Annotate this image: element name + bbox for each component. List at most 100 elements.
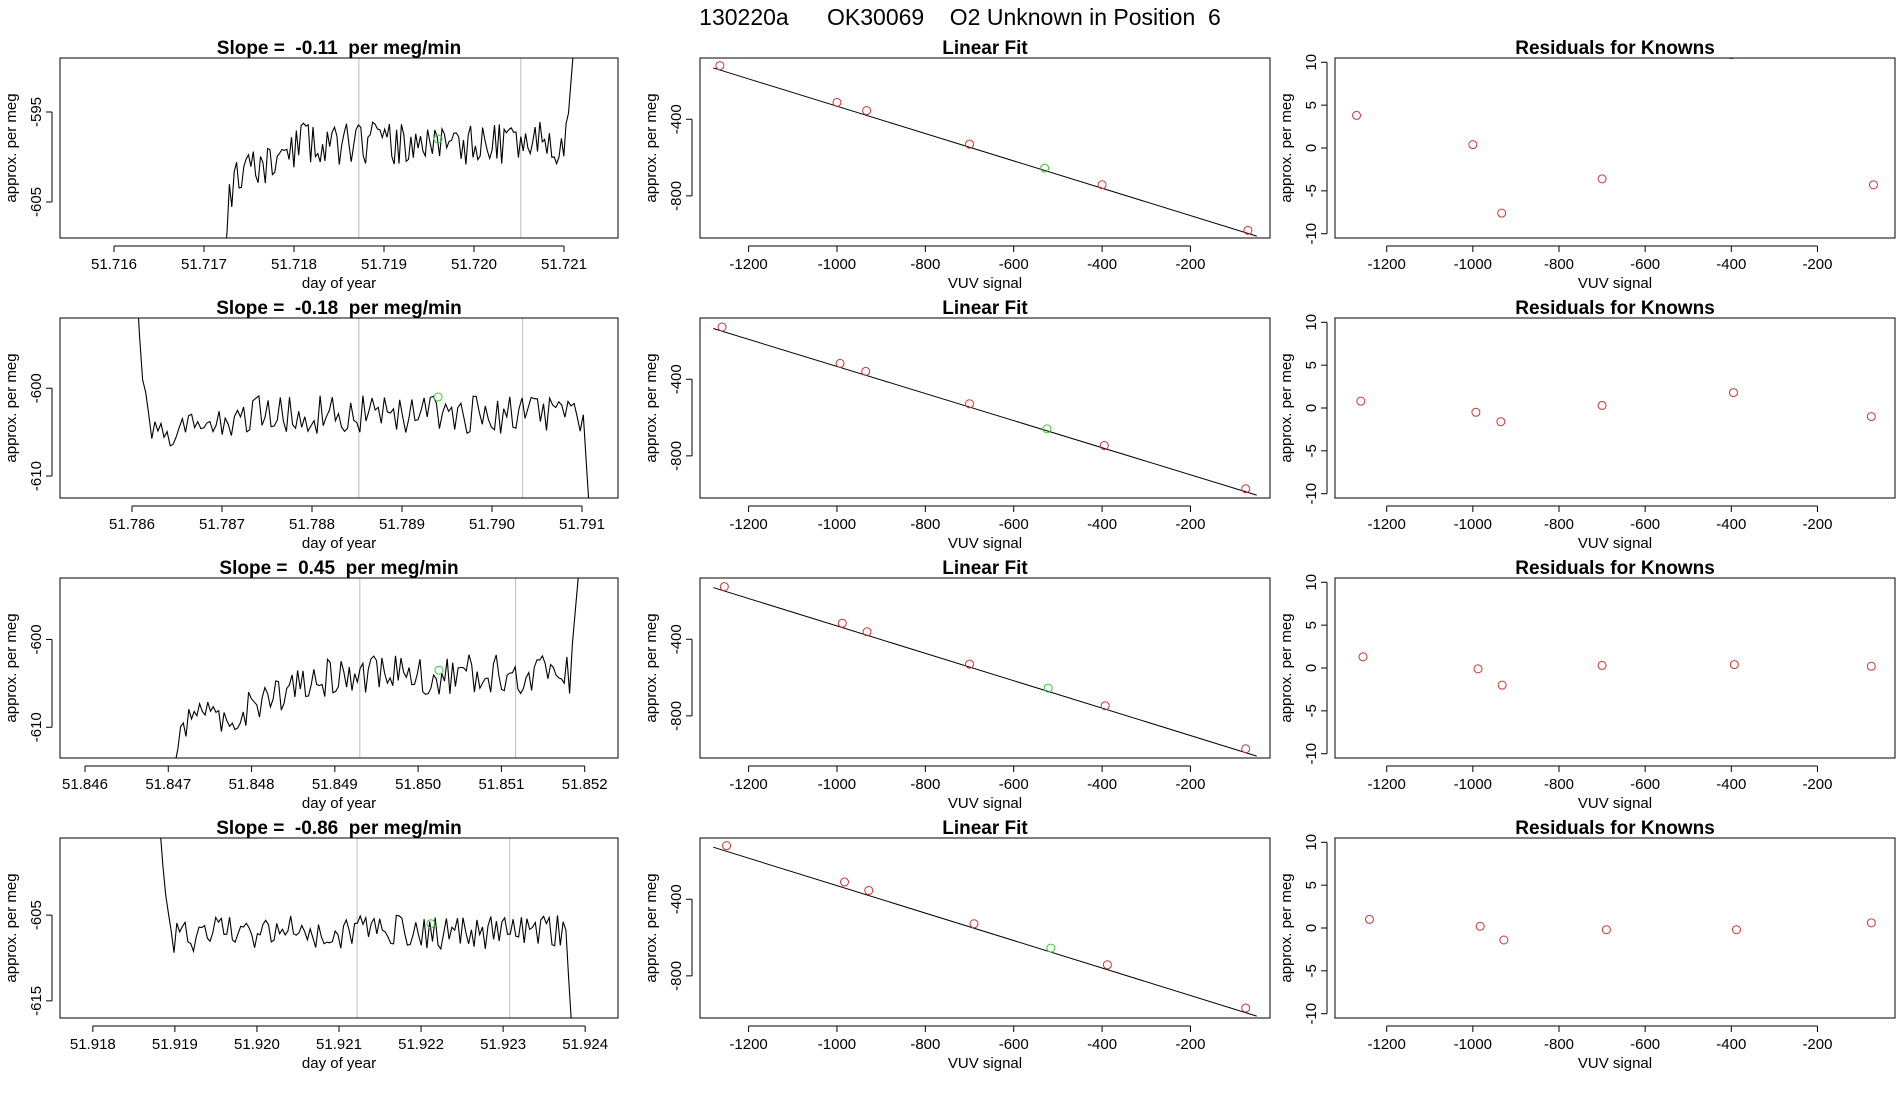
y-tick-label: -600 <box>28 624 45 654</box>
known-point <box>862 627 872 637</box>
panel-title: Linear Fit <box>942 558 1028 579</box>
x-tick-label: 51.720 <box>451 256 497 273</box>
plot-area <box>137 318 590 498</box>
x-tick-label: -1000 <box>1454 516 1492 533</box>
known-point <box>1597 660 1607 670</box>
known-point <box>1468 140 1478 150</box>
panel-title: Slope = 0.45 per meg/min <box>219 558 458 579</box>
x-axis-label: VUV signal <box>1578 275 1652 292</box>
known-point <box>1729 660 1739 670</box>
plot-frame <box>59 837 619 1019</box>
chart-grid: Slope = -0.11 per meg/min 51.716 51.717 51.… <box>3 38 1896 1072</box>
x-tick-label: 51.920 <box>234 1036 280 1053</box>
x-tick-label: -1200 <box>729 256 767 273</box>
x-axis-label: day of year <box>302 275 376 292</box>
x-tick-label: -600 <box>999 516 1029 533</box>
plot-frame <box>1334 837 1896 1019</box>
y-axis-label: approx. per meg <box>3 613 20 722</box>
y-tick-label: -400 <box>668 104 685 134</box>
panel-r2-c3: Residuals for Knowns -1200 -1000 -800 -600 -4… <box>1278 298 1896 552</box>
known-point <box>969 919 979 929</box>
known-point <box>965 139 975 149</box>
x-tick-label: 51.850 <box>395 776 441 793</box>
plot-frame <box>59 577 619 759</box>
y-axis-label: approx. per meg <box>3 353 20 462</box>
panel-title: Linear Fit <box>942 38 1028 59</box>
y-axis-label: approx. per meg <box>643 873 660 982</box>
x-tick-label: -1200 <box>1368 776 1406 793</box>
y-tick-label: -400 <box>668 364 685 394</box>
panel-r4-c3: Residuals for Knowns -1200 -1000 -800 -600 -4… <box>1278 818 1896 1072</box>
known-point <box>1866 918 1876 928</box>
x-tick-label: -1200 <box>729 516 767 533</box>
x-tick-label: -1000 <box>818 776 856 793</box>
y-tick-label: -800 <box>668 181 685 211</box>
y-tick-label: 10 <box>1303 54 1320 71</box>
panel-r3-c1: Slope = 0.45 per meg/min 51.846 51.847 51.8… <box>3 558 619 812</box>
known-point <box>1499 935 1509 945</box>
unknown-point <box>1043 683 1053 693</box>
x-tick-label: 51.721 <box>541 256 587 273</box>
x-tick-label: -200 <box>1802 516 1832 533</box>
panel-r3-c3: Residuals for Knowns -1200 -1000 -800 -600 -4… <box>1278 558 1896 812</box>
known-point <box>1356 396 1366 406</box>
known-point <box>715 61 725 71</box>
x-tick-label: -1200 <box>1368 516 1406 533</box>
x-tick-label: -600 <box>1630 776 1660 793</box>
y-tick-label: 0 <box>1303 924 1320 932</box>
panel-title: Linear Fit <box>942 818 1028 839</box>
x-tick-label: 51.716 <box>91 256 137 273</box>
series-line <box>225 58 574 238</box>
x-tick-label: -400 <box>1716 1036 1746 1053</box>
x-tick-label: 51.921 <box>316 1036 362 1053</box>
y-tick-label: -595 <box>28 97 45 127</box>
x-tick-label: -400 <box>1087 1036 1117 1053</box>
y-axis-label: approx. per meg <box>1278 93 1295 202</box>
x-tick-label: -800 <box>1544 516 1574 533</box>
x-tick-label: -800 <box>910 516 940 533</box>
x-tick-label: -400 <box>1087 776 1117 793</box>
x-tick-label: 51.851 <box>478 776 524 793</box>
known-point <box>864 885 874 895</box>
panel-title: Residuals for Knowns <box>1515 558 1715 579</box>
x-tick-label: 51.848 <box>229 776 275 793</box>
x-tick-label: 51.846 <box>62 776 108 793</box>
y-axis-label: approx. per meg <box>1278 353 1295 462</box>
panel-title: Residuals for Knowns <box>1515 38 1715 59</box>
known-point <box>1601 925 1611 935</box>
known-point <box>1728 58 1735 60</box>
panel-r1-c1: Slope = -0.11 per meg/min 51.716 51.717 51.… <box>3 38 619 292</box>
panel-title: Residuals for Knowns <box>1515 298 1715 319</box>
y-tick-label: -5 <box>1303 184 1320 197</box>
y-tick-label: -5 <box>1303 964 1320 977</box>
known-point <box>1497 680 1507 690</box>
x-tick-label: -1200 <box>1368 256 1406 273</box>
x-tick-label: 51.718 <box>271 256 317 273</box>
x-tick-label: -200 <box>1175 256 1205 273</box>
panel-r1-c3: Residuals for Knowns -1200 -1000 -800 -600 -4… <box>1278 38 1896 292</box>
known-point <box>832 97 842 107</box>
plot-frame <box>699 577 1271 759</box>
plot-area <box>1356 388 1876 427</box>
y-tick-label: -10 <box>1303 223 1320 245</box>
known-point <box>839 877 849 887</box>
known-point <box>1597 400 1607 410</box>
known-point <box>1866 661 1876 671</box>
y-tick-label: 10 <box>1303 834 1320 851</box>
known-point <box>1731 925 1741 935</box>
x-tick-label: 51.923 <box>480 1036 526 1053</box>
known-point <box>862 106 872 116</box>
plot-frame <box>1334 317 1896 499</box>
known-point <box>1241 1003 1251 1013</box>
unknown-point <box>433 134 443 144</box>
x-tick-label: 51.719 <box>361 256 407 273</box>
x-tick-label: -1000 <box>1454 1036 1492 1053</box>
plot-frame <box>59 57 619 239</box>
known-point <box>1496 417 1506 427</box>
y-tick-label: 5 <box>1303 361 1320 369</box>
y-tick-label: 0 <box>1303 404 1320 412</box>
x-tick-label: -1200 <box>1368 1036 1406 1053</box>
plot-area <box>225 58 574 238</box>
panel-r3-c2: Linear Fit -1200 -1000 -800 -600 -400 -200 VUV … <box>643 558 1271 812</box>
known-point <box>1471 407 1481 417</box>
